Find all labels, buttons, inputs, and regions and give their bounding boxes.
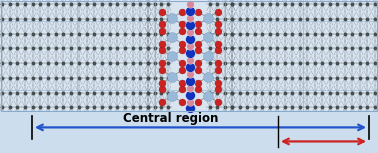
Text: Central region: Central region (122, 112, 218, 125)
